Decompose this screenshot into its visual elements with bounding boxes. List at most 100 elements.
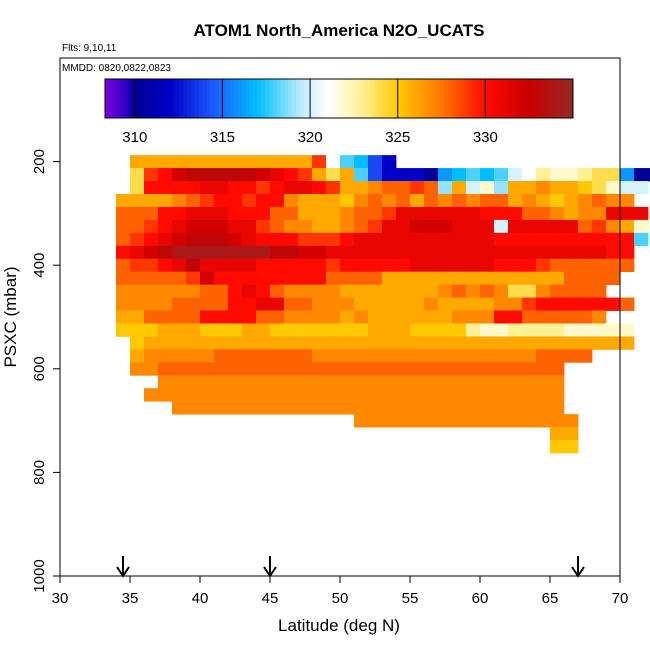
heatmap-cell <box>354 219 369 234</box>
heatmap-cell <box>214 245 229 260</box>
heatmap-cell <box>340 297 355 311</box>
heatmap-cell <box>130 232 145 247</box>
heatmap-cell <box>354 232 369 247</box>
heatmap-cell <box>508 245 523 260</box>
colorbar-segment <box>342 79 348 118</box>
colorbar-segment <box>467 79 473 118</box>
heatmap-cell <box>228 401 243 415</box>
heatmap-cell <box>340 336 355 350</box>
heatmap-cell <box>396 206 411 221</box>
heatmap-cell <box>284 284 299 298</box>
heatmap-cell <box>270 258 285 273</box>
heatmap-cell <box>634 219 649 234</box>
heatmap-cell <box>382 388 397 402</box>
heatmap-cell <box>130 297 145 311</box>
heatmap-cell <box>312 206 327 221</box>
heatmap-cell <box>396 245 411 260</box>
colorbar-segment <box>569 79 574 118</box>
heatmap-cell <box>424 284 439 298</box>
heatmap-cell <box>522 336 537 350</box>
heatmap-cell <box>186 232 201 247</box>
heatmap-cell <box>550 427 565 441</box>
heatmap-cell <box>410 414 425 428</box>
heatmap-cell <box>480 219 495 234</box>
heatmap-cell <box>410 323 425 337</box>
heatmap-cell <box>620 336 635 350</box>
heatmap-cell <box>270 245 285 260</box>
heatmap-cell <box>312 336 327 350</box>
heatmap-cell <box>592 206 607 221</box>
colorbar-segment <box>362 79 367 118</box>
heatmap-cell <box>536 284 551 298</box>
y-tick-label: 200 <box>31 149 48 174</box>
heatmap-cell <box>200 297 215 311</box>
heatmap-cell <box>592 323 607 337</box>
heatmap-cell <box>410 388 425 402</box>
heatmap-cell <box>424 414 439 428</box>
heatmap-cell <box>424 206 439 221</box>
heatmap-cell <box>480 388 495 402</box>
heatmap-cell <box>466 349 481 363</box>
heatmap-cell <box>340 362 355 376</box>
heatmap-cell <box>466 206 481 221</box>
heatmap-cell <box>256 232 271 247</box>
x-axis-label: Latitude (deg N) <box>278 616 400 635</box>
heatmap-cell <box>466 310 481 324</box>
dates-label: MMDD: 0820,0822,0823 <box>62 63 171 74</box>
heatmap-cell <box>606 323 621 337</box>
heatmap-cell <box>172 245 187 260</box>
colorbar-segment <box>354 79 359 118</box>
heatmap-cell <box>298 219 313 234</box>
heatmap-cell <box>256 336 271 350</box>
heatmap-cell <box>256 297 271 311</box>
heatmap-cell <box>424 181 439 195</box>
heatmap-cell <box>550 193 565 208</box>
heatmap-cell <box>326 155 341 169</box>
heatmap-cell <box>214 193 229 208</box>
heatmap-cell <box>522 206 537 221</box>
heatmap-cell <box>466 401 481 415</box>
heatmap-cell <box>466 258 481 273</box>
heatmap-cell <box>578 323 593 337</box>
heatmap-cell <box>298 401 313 415</box>
colorbar-segment <box>491 79 496 118</box>
heatmap-cell <box>480 284 495 298</box>
heatmap-cell <box>620 206 635 221</box>
heatmap-cell <box>130 245 145 260</box>
heatmap-cell <box>550 206 565 221</box>
heatmap-cell <box>424 232 439 247</box>
heatmap-cell <box>326 168 341 182</box>
heatmap-cell <box>452 349 467 363</box>
heatmap-cell <box>214 258 229 273</box>
heatmap-cell <box>494 245 509 260</box>
heatmap-cell <box>256 206 271 221</box>
heatmap-cell <box>270 375 285 389</box>
heatmap-cell <box>172 297 187 311</box>
heatmap-cell <box>368 284 383 298</box>
heatmap-cell <box>186 155 201 169</box>
heatmap-cell <box>508 297 523 311</box>
heatmap-cell <box>200 168 215 182</box>
heatmap-cell <box>438 271 453 286</box>
heatmap-cell <box>354 271 369 286</box>
heatmap-cell <box>256 375 271 389</box>
heatmap-cell <box>284 323 299 337</box>
heatmap-cell <box>256 349 271 363</box>
heatmap-cell <box>130 271 145 286</box>
heatmap-cell <box>354 323 369 337</box>
heatmap-cell <box>270 271 285 286</box>
heatmap-cell <box>592 271 607 286</box>
colorbar-tick-label: 330 <box>473 129 498 146</box>
heatmap-cell <box>144 168 159 182</box>
colorbar-segment <box>218 79 223 118</box>
heatmap-cell <box>228 375 243 389</box>
heatmap-cell <box>368 258 383 273</box>
heatmap-cell <box>298 375 313 389</box>
heatmap-cell <box>424 323 439 337</box>
heatmap-cell <box>228 388 243 402</box>
heatmap-cell <box>228 245 243 260</box>
heatmap-cell <box>284 310 299 324</box>
heatmap-cell <box>326 232 341 247</box>
heatmap-cell <box>242 388 257 402</box>
heatmap-cell <box>522 388 537 402</box>
